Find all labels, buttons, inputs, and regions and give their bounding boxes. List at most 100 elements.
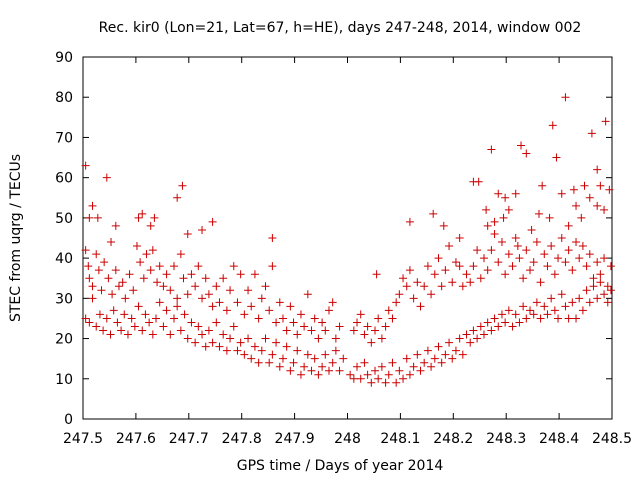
data-point [226, 334, 235, 343]
data-point [198, 225, 207, 234]
data-point [125, 270, 134, 279]
data-point [191, 338, 200, 347]
data-point [381, 378, 390, 387]
data-point [201, 342, 210, 351]
data-point [318, 362, 327, 371]
data-point [111, 221, 120, 230]
data-point [102, 314, 111, 323]
data-point [593, 165, 602, 174]
data-point [233, 298, 242, 307]
x-tick-label: 248.2 [433, 431, 473, 447]
y-tick-label: 10 [55, 372, 73, 388]
data-point [577, 213, 586, 222]
data-point [399, 274, 408, 283]
data-point [356, 310, 365, 319]
data-point [437, 358, 446, 367]
data-point [494, 322, 503, 331]
data-point [575, 254, 584, 263]
data-point [141, 310, 150, 319]
data-point [99, 326, 108, 335]
data-point [88, 201, 97, 210]
data-point [395, 290, 404, 299]
data-point [307, 326, 316, 335]
data-point [483, 266, 492, 275]
data-point [236, 270, 245, 279]
data-point [548, 121, 557, 130]
data-point [310, 314, 319, 323]
data-point [84, 262, 93, 271]
data-point [88, 282, 97, 291]
data-point [522, 314, 531, 323]
data-point [423, 262, 432, 271]
data-point [515, 318, 524, 327]
data-point [176, 326, 185, 335]
data-point [289, 318, 298, 327]
data-point [451, 346, 460, 355]
data-point [85, 213, 94, 222]
data-point [469, 326, 478, 335]
x-tick-label: 247.6 [116, 431, 156, 447]
data-point [596, 278, 605, 287]
data-point [261, 334, 270, 343]
data-point [152, 314, 161, 323]
data-point [381, 322, 390, 331]
data-point [127, 314, 136, 323]
data-point [176, 250, 185, 259]
data-point [278, 354, 287, 363]
y-tick-label: 20 [55, 332, 73, 348]
data-point [593, 258, 602, 267]
data-point [282, 342, 291, 351]
data-point [183, 334, 192, 343]
data-point [81, 314, 90, 323]
data-point [585, 298, 594, 307]
data-point [328, 358, 337, 367]
data-point [569, 185, 578, 194]
data-point [300, 362, 309, 371]
data-point [532, 298, 541, 307]
data-point [474, 177, 483, 186]
data-point [508, 262, 517, 271]
data-point [578, 242, 587, 251]
data-point [106, 330, 115, 339]
data-point [356, 374, 365, 383]
data-point [606, 286, 615, 295]
data-point [169, 314, 178, 323]
data-point [275, 298, 284, 307]
data-point [561, 302, 570, 311]
data-point [572, 201, 581, 210]
data-point [208, 217, 217, 226]
y-tick-label: 90 [55, 50, 73, 66]
data-point [138, 209, 147, 218]
x-axis-label: GPS time / Days of year 2014 [237, 458, 444, 474]
data-point [134, 302, 143, 311]
data-point [215, 298, 224, 307]
data-point [229, 262, 238, 271]
y-axis-ticks: 0 10 20 30 40 50 60 70 80 90 [55, 50, 612, 428]
data-point [353, 362, 362, 371]
data-point [148, 330, 157, 339]
data-point [104, 274, 113, 283]
data-point [155, 262, 164, 271]
data-point [482, 205, 491, 214]
data-point [575, 294, 584, 303]
data-point [589, 274, 598, 283]
data-point [268, 234, 277, 242]
x-tick-label: 248.4 [539, 431, 579, 447]
data-point [462, 270, 471, 279]
data-point [371, 366, 380, 375]
data-point [605, 185, 614, 194]
data-point [250, 342, 259, 351]
data-point [600, 290, 609, 299]
data-point [413, 350, 422, 359]
data-point [247, 302, 256, 311]
data-point [123, 330, 132, 339]
data-point [543, 310, 552, 319]
data-point [148, 246, 157, 255]
data-point [371, 326, 380, 335]
data-point [405, 370, 414, 379]
data-point [335, 322, 344, 331]
y-tick-label: 70 [55, 130, 73, 146]
data-point [275, 362, 284, 371]
data-point [296, 310, 305, 319]
